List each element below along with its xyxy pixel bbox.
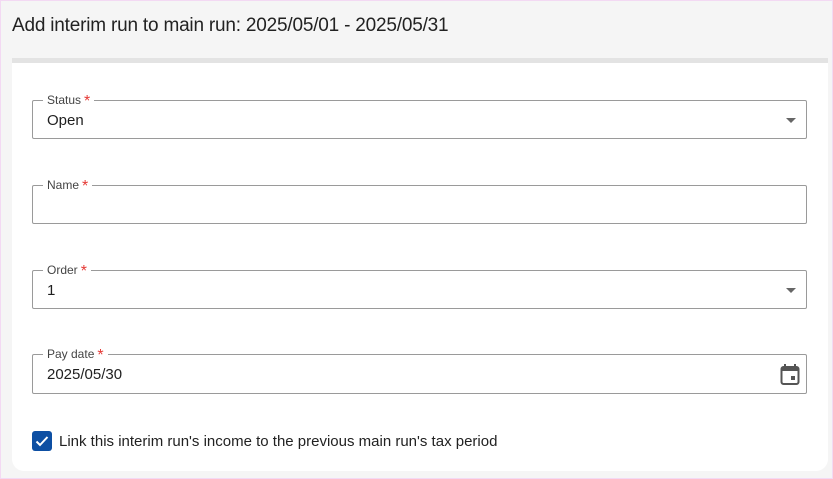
pay-date-label: Pay date [47,347,95,361]
required-marker: * [82,178,89,195]
calendar-icon[interactable] [780,364,800,386]
order-label: Order [47,263,78,277]
name-label: Name [47,178,80,192]
required-marker: * [84,93,91,110]
chevron-down-icon[interactable] [786,288,796,293]
pay-date-input[interactable]: Pay date * 2025/05/30 [32,347,807,394]
required-marker: * [80,263,87,280]
divider [12,58,828,64]
check-icon [35,436,49,447]
required-marker: * [97,347,104,364]
order-select[interactable]: Order * 1 [32,263,807,309]
link-checkbox-label[interactable]: Link this interim run's income to the pr… [59,433,498,450]
form-card: Status * Open Name * Order * 1 Pay date * 20… [12,63,828,471]
status-select[interactable]: Status * Open [32,93,807,139]
chevron-down-icon[interactable] [786,118,796,123]
status-label: Status [47,93,82,107]
link-checkbox[interactable] [32,431,52,451]
status-value: Open [47,112,84,129]
name-input[interactable]: Name * [32,178,807,224]
order-value: 1 [47,282,56,299]
dialog-title: Add interim run to main run: 2025/05/01 … [12,15,449,36]
pay-date-value: 2025/05/30 [47,366,123,383]
